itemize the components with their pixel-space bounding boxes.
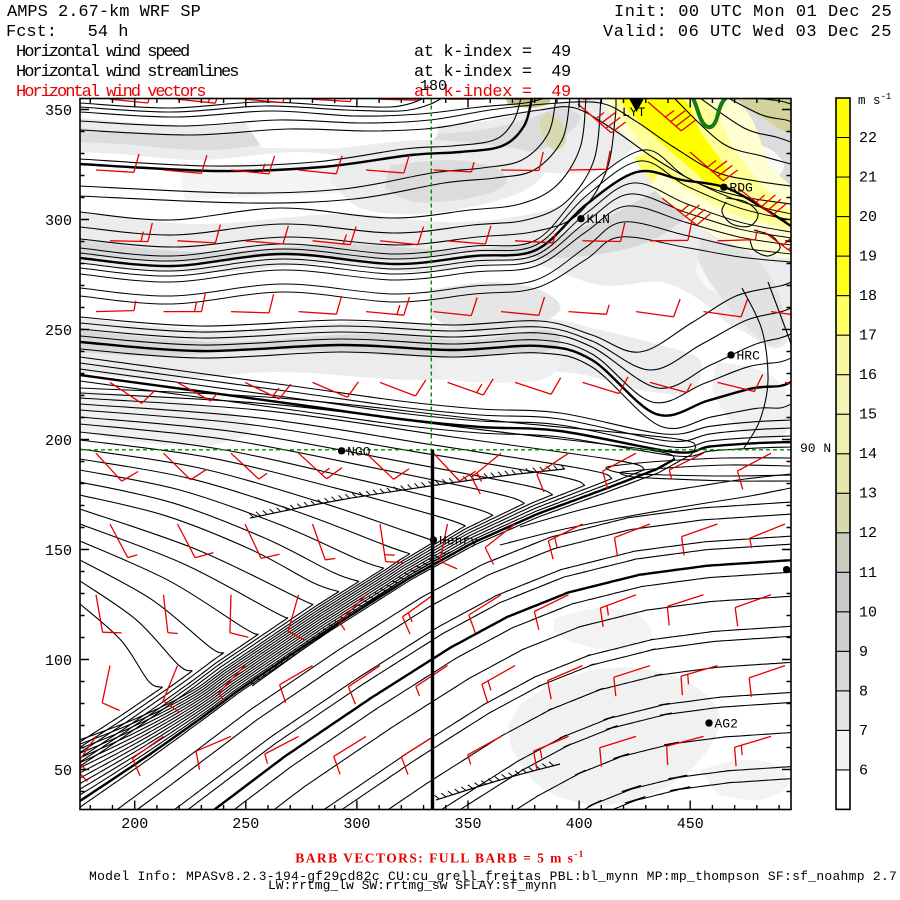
svg-text:400: 400	[566, 816, 593, 833]
svg-text:22: 22	[859, 130, 877, 147]
svg-text:300: 300	[45, 213, 72, 230]
svg-text:LYT: LYT	[622, 105, 646, 120]
svg-text:150: 150	[45, 543, 72, 560]
svg-text:250: 250	[232, 816, 259, 833]
svg-text:21: 21	[859, 170, 877, 187]
svg-text:20: 20	[859, 209, 877, 226]
svg-text:12: 12	[859, 525, 877, 542]
svg-text:250: 250	[45, 323, 72, 340]
svg-text:11: 11	[859, 565, 877, 582]
svg-text:15: 15	[859, 407, 877, 424]
svg-text:18: 18	[859, 288, 877, 305]
svg-text:50: 50	[54, 763, 72, 780]
svg-text:100: 100	[45, 653, 72, 670]
svg-text:14: 14	[859, 446, 877, 463]
svg-text:17: 17	[859, 328, 877, 345]
svg-text:16: 16	[859, 367, 877, 384]
svg-text:350: 350	[454, 816, 481, 833]
svg-text:13: 13	[859, 486, 877, 503]
svg-text:7: 7	[859, 723, 868, 740]
svg-text:300: 300	[343, 816, 370, 833]
svg-text:HRC: HRC	[737, 349, 761, 364]
svg-text:8: 8	[859, 683, 868, 700]
svg-text:AG2: AG2	[715, 717, 738, 732]
svg-text:m s-1: m s-1	[858, 92, 891, 108]
svg-text:Henry: Henry	[439, 534, 478, 549]
svg-text:6: 6	[859, 762, 868, 779]
svg-text:10: 10	[859, 604, 877, 621]
svg-text:KLN: KLN	[587, 212, 610, 227]
svg-text:450: 450	[677, 816, 704, 833]
svg-text:RDG: RDG	[729, 181, 752, 196]
svg-text:NGO: NGO	[347, 444, 371, 459]
svg-text:9: 9	[859, 644, 868, 661]
svg-text:19: 19	[859, 249, 877, 266]
svg-text:200: 200	[45, 433, 72, 450]
svg-text:350: 350	[45, 103, 72, 120]
svg-text:200: 200	[121, 816, 148, 833]
